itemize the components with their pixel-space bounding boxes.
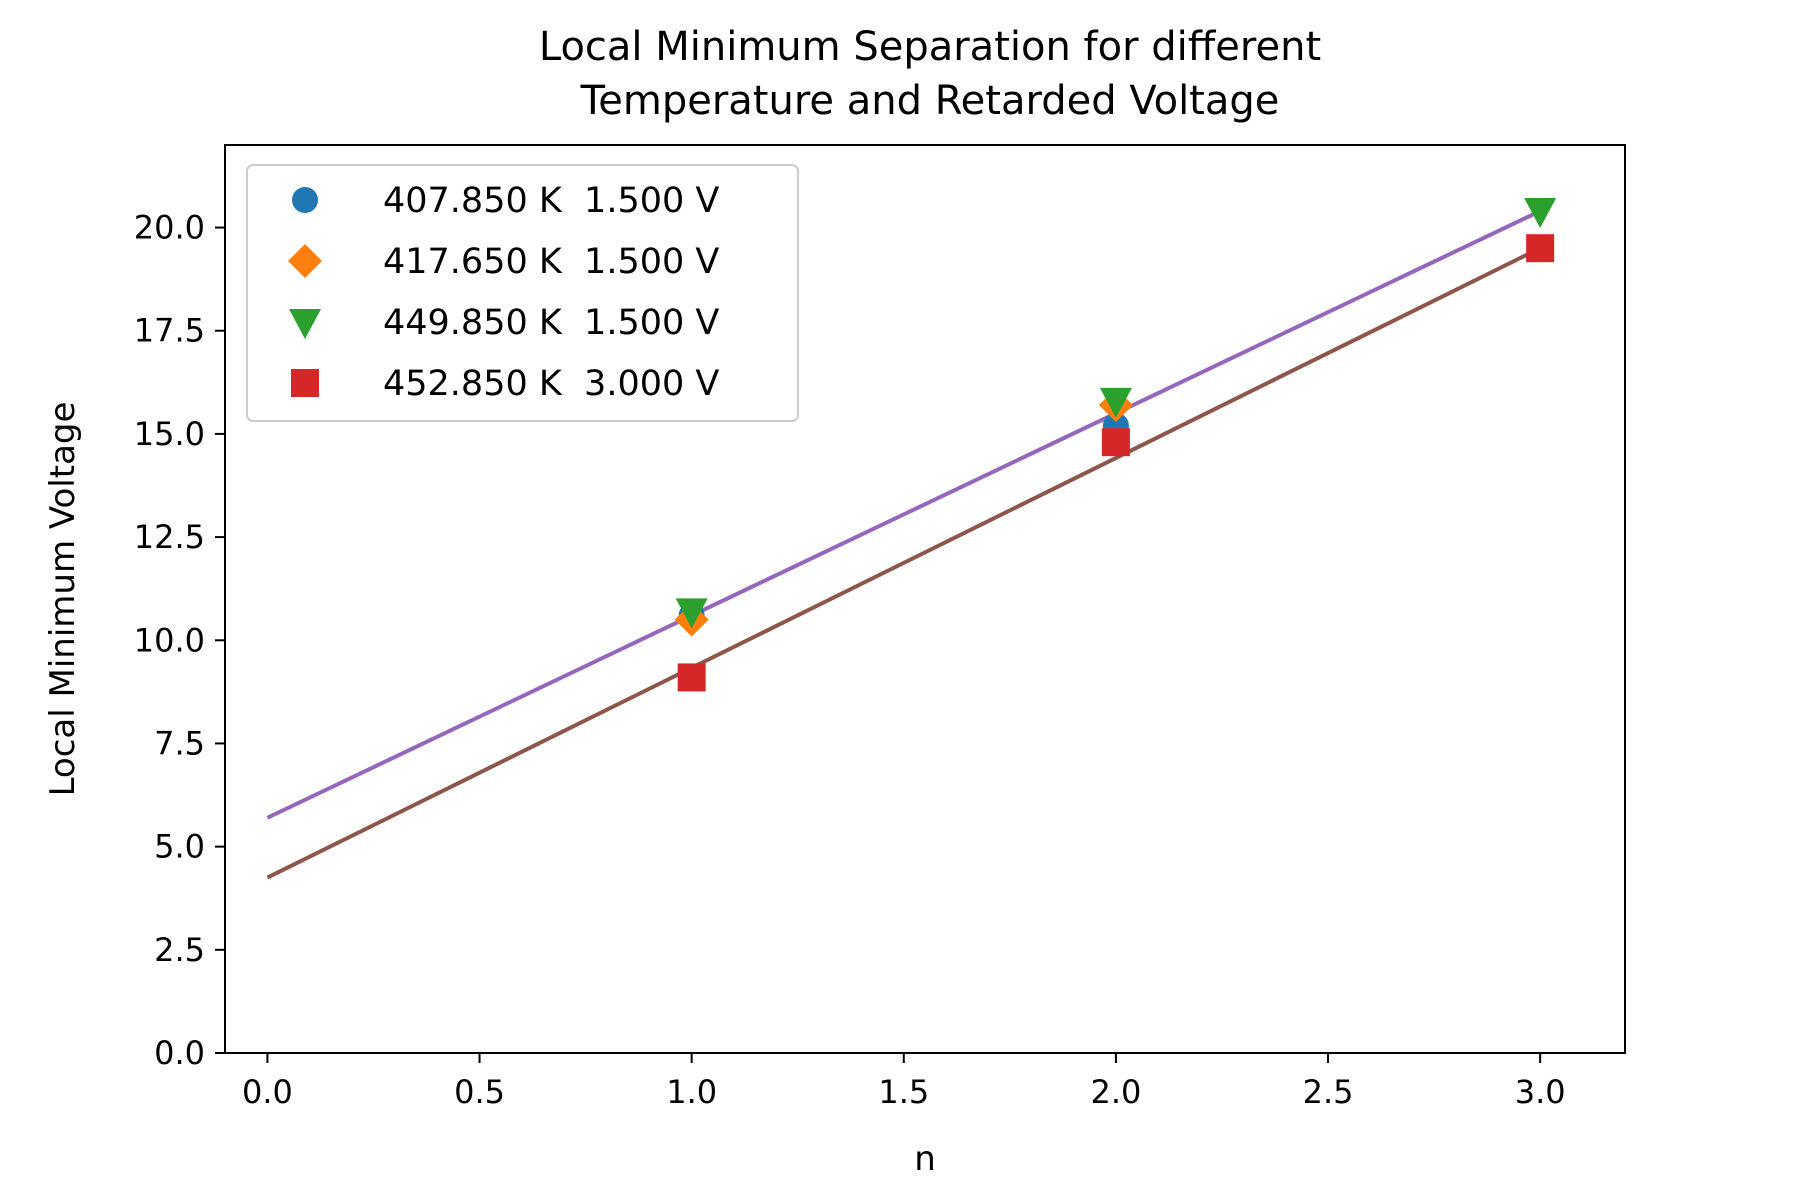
legend-marker-3: [289, 309, 321, 339]
y-tick-label: 20.0: [134, 209, 205, 247]
x-tick-label: 0.5: [454, 1073, 505, 1111]
y-tick-label: 10.0: [134, 621, 205, 659]
legend-label-3: 449.850 K 1.500 V: [383, 303, 719, 343]
series-4-point: [1526, 234, 1555, 263]
y-tick-label: 2.5: [154, 931, 205, 969]
y-tick-label: 0.0: [154, 1034, 205, 1072]
series-4-point: [1101, 428, 1130, 457]
y-axis-label: Local Minimum Voltage: [43, 402, 83, 797]
x-tick-label: 0.0: [242, 1073, 293, 1111]
fit-line-1: [266, 209, 1542, 820]
y-tick-label: 17.5: [134, 312, 205, 350]
x-tick-label: 2.5: [1303, 1073, 1354, 1111]
series-3-point: [1524, 198, 1557, 229]
series-3-point: [1099, 387, 1132, 418]
x-tick-label: 2.0: [1090, 1073, 1141, 1111]
legend-label-4: 452.850 K 3.000 V: [383, 364, 719, 404]
legend-marker-1: [292, 187, 318, 213]
x-tick-label: 1.5: [878, 1073, 929, 1111]
x-tick-label: 1.0: [666, 1073, 717, 1111]
chart-title-line-1: Local Minimum Separation for different: [539, 24, 1321, 70]
y-axis: 0.0 2.5 5.0 7.5 10.0 12.5 15.0 17.5 20.0: [134, 209, 225, 1072]
legend: 407.850 K 1.500 V 417.650 K 1.500 V 449.85…: [246, 164, 799, 422]
legend-label-2: 417.650 K 1.500 V: [383, 242, 719, 282]
legend-box: [246, 164, 799, 422]
series-4-point: [677, 663, 706, 692]
plot-frame: [224, 144, 1626, 1054]
legend-label-1: 407.850 K 1.500 V: [383, 181, 719, 221]
y-tick-label: 12.5: [134, 518, 205, 556]
y-tick-label: 7.5: [154, 724, 205, 762]
data-markers: [674, 198, 1557, 692]
legend-marker-2: [288, 244, 322, 278]
series-3-point: [675, 598, 708, 629]
x-axis: 0.0 0.5 1.0 1.5 2.0 2.5 3.0: [242, 1053, 1566, 1111]
x-tick-label: 3.0: [1515, 1073, 1566, 1111]
fit-lines: [266, 209, 1542, 880]
x-axis-label: n: [914, 1139, 936, 1179]
fit-line-2: [266, 246, 1542, 880]
chart-title-line-2: Temperature and Retarded Voltage: [580, 78, 1280, 124]
legend-marker-4: [291, 369, 319, 397]
y-tick-label: 5.0: [154, 828, 205, 866]
y-tick-label: 15.0: [134, 415, 205, 453]
